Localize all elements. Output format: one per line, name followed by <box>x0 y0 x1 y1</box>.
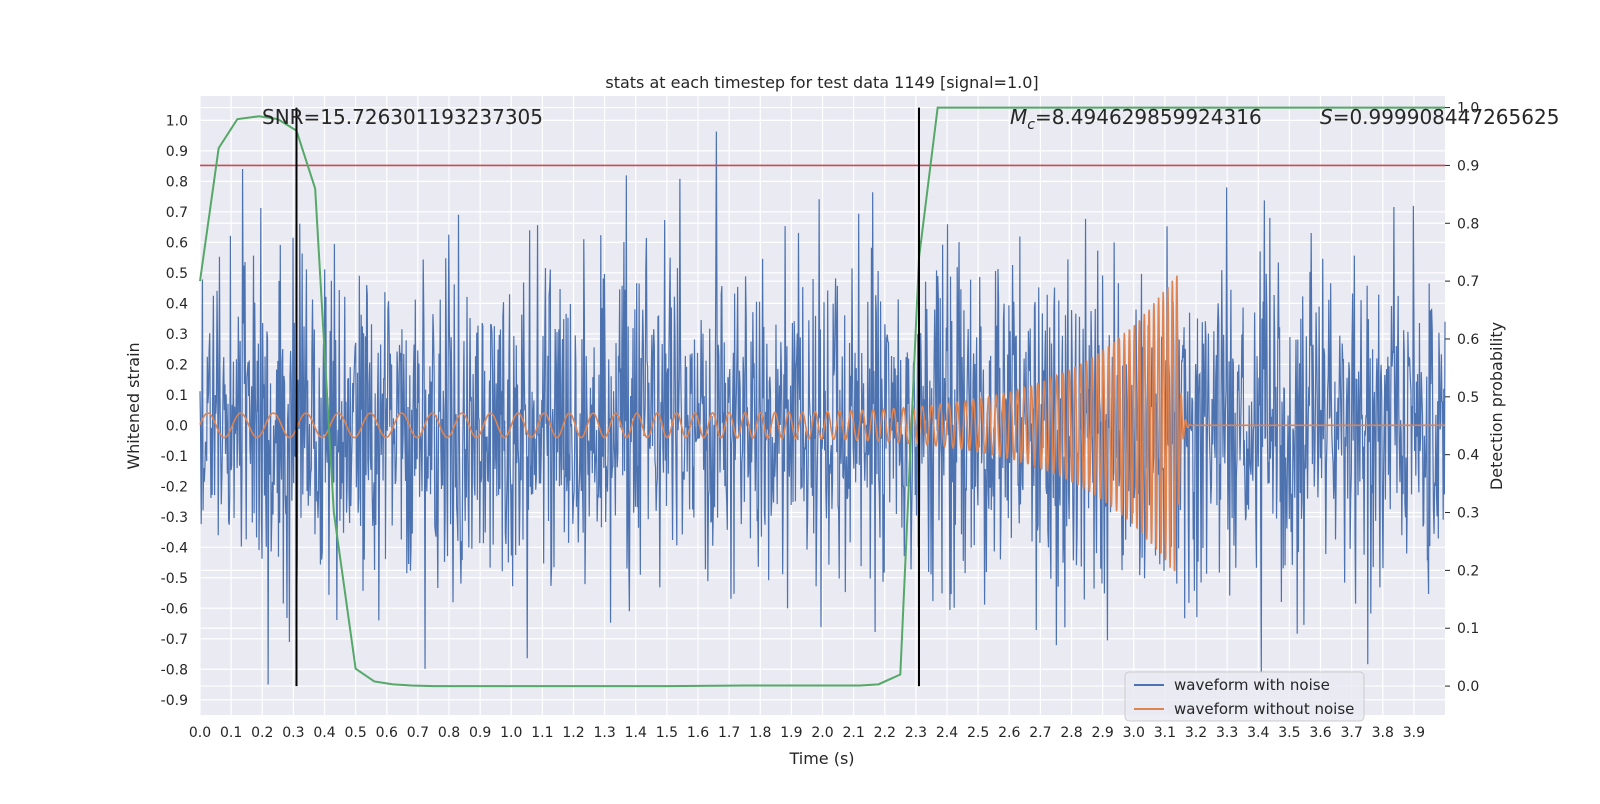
x-tick-label: 3.9 <box>1403 725 1425 741</box>
legend-label-clean: waveform without noise <box>1174 700 1354 718</box>
y-right-tick-labels: 0.0 0.1 0.2 0.3 0.4 0.5 0.6 0.7 0.8 0.9 1.0 <box>1445 101 1479 695</box>
y-right-tick-label: 0.7 <box>1457 274 1479 290</box>
x-tick-label: 0.6 <box>376 725 398 741</box>
y-right-tick-label: 1.0 <box>1457 101 1479 117</box>
x-tick-label: 0.2 <box>251 725 273 741</box>
x-tick-label: 2.0 <box>811 725 833 741</box>
x-tick-label: 3.3 <box>1216 725 1238 741</box>
x-tick-label: 0.5 <box>344 725 366 741</box>
x-tick-label: 2.5 <box>967 725 989 741</box>
y-right-tick-label: 0.6 <box>1457 332 1479 348</box>
x-tick-label: 1.4 <box>625 725 647 741</box>
x-tick-label: 1.8 <box>749 725 771 741</box>
legend-box <box>1124 671 1365 722</box>
y-tick-label: 0.7 <box>166 205 188 221</box>
x-tick-label: 2.9 <box>1091 725 1113 741</box>
y-tick-label: 0.8 <box>166 174 188 190</box>
chirp-mass-annotation: Mc=8.494629859924316 <box>1010 105 1262 133</box>
legend-label-noisy: waveform with noise <box>1174 676 1330 694</box>
y-tick-label: 1.0 <box>166 113 188 129</box>
y-tick-label: 0.0 <box>166 418 188 434</box>
x-tick-label: 0.8 <box>438 725 460 741</box>
x-tick-label: 1.7 <box>718 725 740 741</box>
x-axis-label: Time (s) <box>788 749 854 768</box>
y-right-axis-label: Detection probability <box>1487 322 1506 490</box>
snr-annotation: SNR=15.726301193237305 <box>262 105 543 129</box>
x-tick-label: 0.3 <box>282 725 304 741</box>
x-tick-label: 0.1 <box>220 725 242 741</box>
chart-title: stats at each timestep for test data 114… <box>605 73 1038 92</box>
x-tick-label: 0.7 <box>407 725 429 741</box>
y-right-tick-label: 0.0 <box>1457 679 1479 695</box>
x-tick-label: 1.0 <box>500 725 522 741</box>
x-tick-label: 0.4 <box>313 725 335 741</box>
x-tick-label: 3.8 <box>1372 725 1394 741</box>
x-tick-label: 1.6 <box>687 725 709 741</box>
y-tick-label: 0.2 <box>166 357 188 373</box>
y-tick-label: 0.9 <box>166 144 188 160</box>
x-tick-label: 3.6 <box>1309 725 1331 741</box>
y-right-tick-label: 0.1 <box>1457 621 1479 637</box>
x-tick-label: 2.1 <box>842 725 864 741</box>
x-tick-label: 1.9 <box>780 725 802 741</box>
chirp-mass-value: =8.494629859924316 <box>1035 105 1262 129</box>
score-annotation: S=0.999908447265625 <box>1320 105 1559 129</box>
y-axis-label: Whitened strain <box>124 342 143 469</box>
y-right-tick-label: 0.8 <box>1457 216 1479 232</box>
y-tick-label: -0.7 <box>161 632 188 648</box>
y-tick-label: -0.2 <box>161 479 188 495</box>
series-waveform-without-noise <box>199 275 1445 572</box>
y-tick-label: 0.6 <box>166 235 188 251</box>
y-tick-labels: -0.9 -0.8 -0.7 -0.6 -0.5 -0.4 -0.3 -0.2 -0.1 0.0 0… <box>161 113 188 708</box>
y-tick-label: 0.3 <box>166 327 188 343</box>
x-tick-label: 3.5 <box>1278 725 1300 741</box>
x-tick-label: 3.1 <box>1154 725 1176 741</box>
score-value: =0.999908447265625 <box>1333 105 1560 129</box>
chirp-mass-subscript: c <box>1027 117 1035 133</box>
x-tick-label: 2.4 <box>936 725 958 741</box>
x-tick-label: 3.7 <box>1340 725 1362 741</box>
y-tick-label: 0.4 <box>166 296 188 312</box>
marker-layer <box>295 107 920 687</box>
x-tick-label: 2.3 <box>905 725 927 741</box>
chirp-mass-symbol: M <box>1010 105 1027 129</box>
y-right-tick-label: 0.2 <box>1457 563 1479 579</box>
x-tick-label: 0.0 <box>189 725 211 741</box>
y-right-tick-label: 0.3 <box>1457 506 1479 522</box>
y-tick-label: -0.1 <box>161 449 188 465</box>
y-tick-label: 0.5 <box>166 266 188 282</box>
x-tick-label: 3.2 <box>1185 725 1207 741</box>
y-tick-label: -0.9 <box>161 693 188 709</box>
x-tick-label: 2.8 <box>1060 725 1082 741</box>
x-tick-label: 2.7 <box>1029 725 1051 741</box>
x-tick-label: 2.2 <box>874 725 896 741</box>
x-tick-label: 1.3 <box>593 725 615 741</box>
y-tick-label: -0.6 <box>161 601 188 617</box>
y-tick-label: -0.8 <box>161 662 188 678</box>
x-tick-label: 1.5 <box>656 725 678 741</box>
series-layer <box>199 106 1446 688</box>
x-tick-label: 1.2 <box>562 725 584 741</box>
y-right-tick-label: 0.5 <box>1457 390 1479 406</box>
x-tick-labels: 0.0 0.1 0.2 0.3 0.4 0.5 0.6 0.7 0.8 0.9 1.0 1.1 1.2 1… <box>189 725 1425 741</box>
y-tick-label: -0.5 <box>161 571 188 587</box>
y-right-tick-label: 0.9 <box>1457 158 1479 174</box>
legend: waveform with noise waveform without noi… <box>1124 671 1365 722</box>
x-tick-label: 3.0 <box>1123 725 1145 741</box>
x-tick-label: 2.6 <box>998 725 1020 741</box>
series-detection-probability <box>199 106 1445 688</box>
y-right-tick-label: 0.4 <box>1457 448 1479 464</box>
y-tick-label: -0.3 <box>161 510 188 526</box>
y-tick-label: 0.1 <box>166 388 188 404</box>
score-symbol: S <box>1320 105 1333 129</box>
y-tick-label: -0.4 <box>161 540 188 556</box>
x-tick-label: 3.4 <box>1247 725 1269 741</box>
x-tick-label: 0.9 <box>469 725 491 741</box>
x-tick-label: 1.1 <box>531 725 553 741</box>
